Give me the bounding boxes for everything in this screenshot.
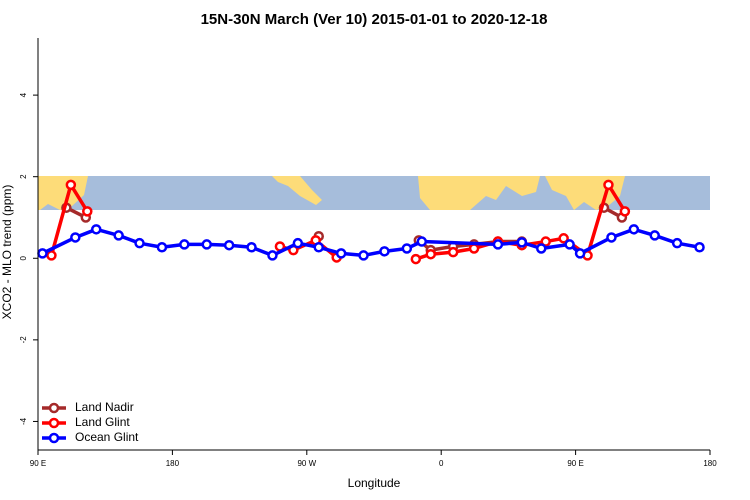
y-tick-label: 0 [19, 256, 28, 261]
x-axis-label: Longitude [348, 476, 401, 490]
data-point [558, 233, 569, 244]
y-tick-label: 2 [19, 174, 28, 179]
data-point [70, 232, 81, 243]
y-tick-label: 4 [19, 92, 28, 97]
data-point [267, 250, 278, 261]
map-strip [38, 176, 710, 210]
y-tick-label: -4 [19, 417, 28, 425]
data-point [671, 237, 683, 249]
data-point [156, 242, 168, 253]
data-point [416, 236, 428, 247]
series-line [41, 227, 700, 258]
data-point [628, 224, 640, 235]
y-tick-label: -2 [19, 336, 28, 344]
data-point [223, 239, 235, 251]
data-point [292, 237, 304, 249]
data-point [410, 253, 422, 265]
data-point [335, 248, 347, 259]
data-point [516, 237, 528, 248]
x-tick-label: 90 W [297, 459, 316, 468]
data-point [540, 236, 551, 247]
data-point [574, 248, 586, 259]
data-point [425, 248, 436, 260]
data-point [358, 250, 369, 261]
chart-title: 15N-30N March (Ver 10) 2015-01-01 to 202… [201, 11, 548, 28]
x-tick-label: 90 E [30, 459, 46, 468]
data-point [379, 246, 390, 257]
data-point [65, 179, 77, 191]
x-tick-label: 180 [166, 459, 180, 468]
legend-marker [48, 402, 60, 414]
data-point [46, 250, 57, 261]
data-point [447, 246, 459, 258]
data-point [694, 242, 705, 253]
data-point [619, 206, 631, 217]
legend-marker [48, 432, 60, 444]
data-point [179, 239, 190, 250]
x-tick-label: 0 [439, 459, 444, 468]
data-point [649, 230, 660, 241]
data-point [313, 242, 324, 253]
legend-label: Land Glint [75, 415, 130, 429]
y-axis-label: XCO2 - MLO trend (ppm) [0, 185, 14, 320]
legend-marker [48, 417, 60, 429]
data-point [401, 243, 413, 254]
data-point [90, 224, 102, 235]
data-point [134, 237, 145, 249]
data-point [201, 239, 212, 250]
data-point [468, 243, 480, 254]
data-point [246, 242, 257, 253]
data-point [82, 206, 93, 217]
x-tick-label: 90 E [567, 459, 583, 468]
legend-label: Land Nadir [75, 400, 134, 414]
legend-label: Ocean Glint [75, 430, 139, 444]
data-point [564, 239, 575, 250]
data-point [37, 248, 48, 259]
data-point [492, 239, 504, 250]
data-point [113, 230, 124, 241]
data-point [606, 232, 617, 243]
data-point [536, 243, 547, 254]
x-tick-label: 180 [703, 459, 717, 468]
data-point [603, 179, 614, 191]
